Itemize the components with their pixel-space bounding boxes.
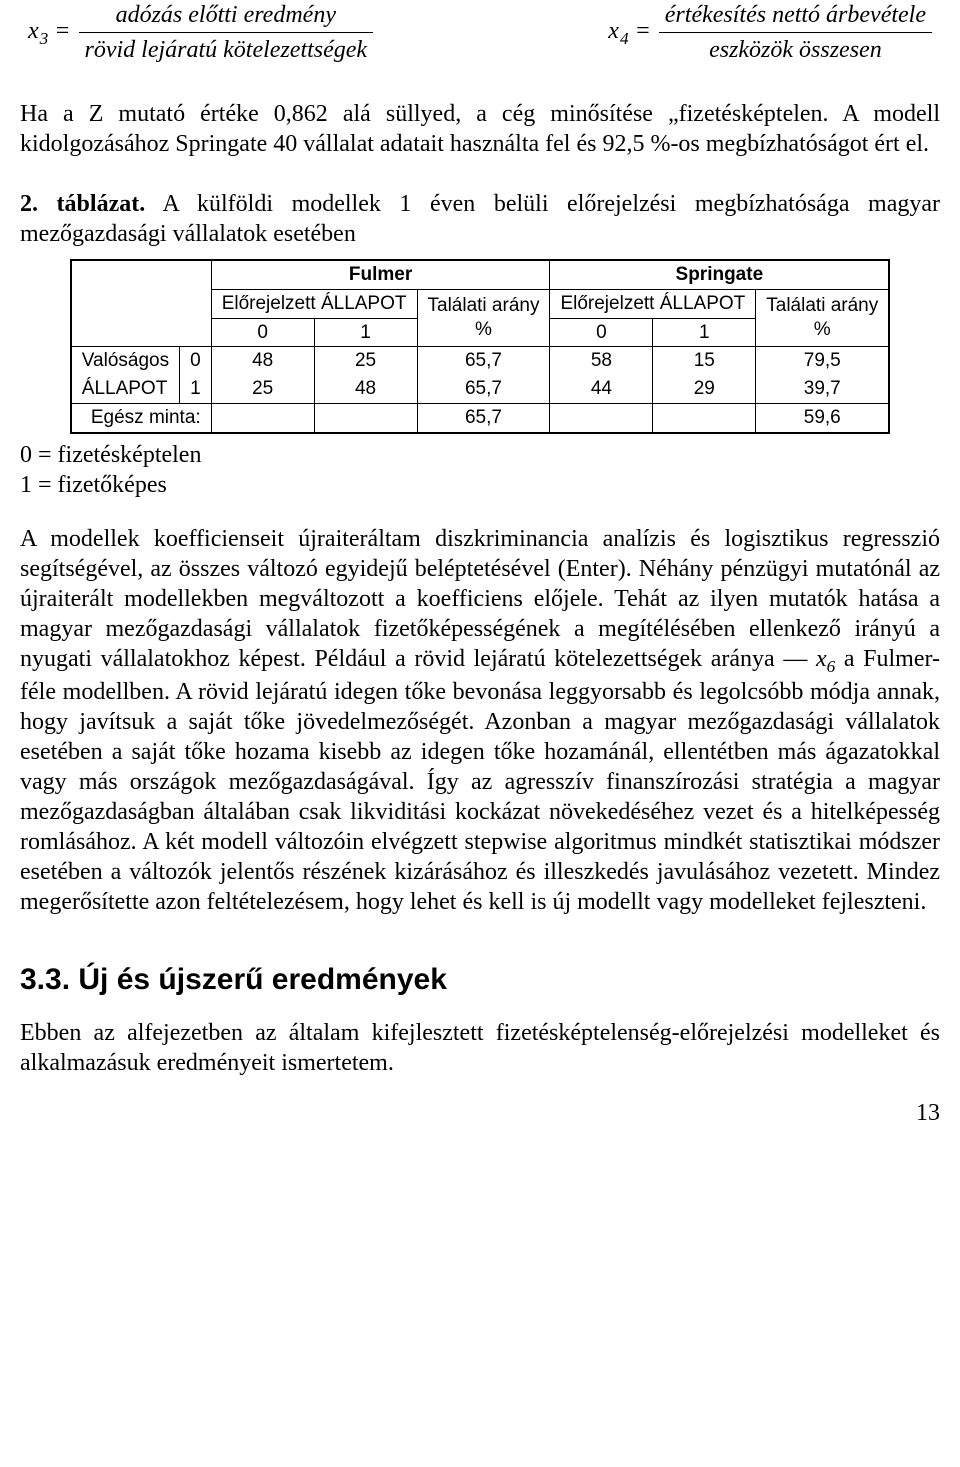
cell-blank [550,403,653,432]
formula-x3-denominator: rövid lejáratú kötelezettségek [79,33,374,65]
header-fulmer: Fulmer [211,260,550,289]
cell: 25 [211,375,314,403]
formula-row: x3 = adózás előtti eredmény rövid lejára… [20,0,940,65]
header-hit-a-pct: % [475,319,492,340]
formula-x3-sub: 3 [40,29,49,48]
section-heading-3-3: 3.3. Új és újszerű eredmények [20,961,940,999]
page-number: 13 [20,1098,940,1128]
formula-x4: x4 = értékesítés nettó árbevétele eszköz… [608,0,932,65]
cell: 15 [653,347,756,375]
body-post: a Fulmer-féle modellben. A rövid lejárat… [20,646,940,915]
rowlabel-1: 1 [180,375,212,403]
formula-x4-sub: 4 [620,29,629,48]
header-blank [71,318,180,347]
header-hit-b-label: Találati arány [766,295,878,316]
rowhead-state: ÁLLAPOT [71,375,180,403]
table-header-row-2: Előrejelzett ÁLLAPOT Találati arány % El… [71,289,889,318]
formula-x4-denominator: eszközök összesen [659,33,932,65]
formula-x3: x3 = adózás előtti eredmény rövid lejára… [28,0,373,65]
table-row: Valóságos 0 48 25 65,7 58 15 79,5 [71,347,889,375]
table-total-row: Egész minta: 65,7 59,6 [71,403,889,432]
cell: 39,7 [756,375,889,403]
cell: 48 [211,347,314,375]
header-blank [71,289,180,318]
table-caption-lead: 2. táblázat. [20,191,145,217]
formula-x4-var: x [608,18,619,44]
table-legend: 0 = fizetésképtelen 1 = fizetőképes [20,440,940,500]
cell: 79,5 [756,347,889,375]
header-hit-b: Találati arány % [756,289,889,347]
header-col-0b: 0 [550,318,653,347]
formula-x3-numerator: adózás előtti eredmény [79,0,374,33]
header-col-1a: 1 [314,318,417,347]
total-springate: 59,6 [756,403,889,432]
paragraph-z-threshold: Ha a Z mutató értéke 0,862 alá süllyed, … [20,99,940,159]
paragraph-section-intro: Ebben az alfejezetben az általam kifejle… [20,1018,940,1078]
cell-blank [211,403,314,432]
formula-x4-numerator: értékesítés nettó árbevétele [659,0,932,33]
header-blank [71,260,180,289]
header-hit-a-label: Találati arány [428,295,540,316]
table-header-row-1: Fulmer Springate [71,260,889,289]
total-fulmer: 65,7 [417,403,550,432]
header-hit-a: Találati arány % [417,289,550,347]
rowhead-real: Valóságos [71,347,180,375]
formula-x3-eq: = [54,18,70,44]
cell: 25 [314,347,417,375]
paragraph-reiterate: A modellek koefficienseit újraiteráltam … [20,524,940,917]
table-caption: 2. táblázat. A külföldi modellek 1 éven … [20,189,940,249]
x6-var: x [816,646,827,672]
formula-x3-var: x [28,18,39,44]
rowlabel-0: 0 [180,347,212,375]
cell: 48 [314,375,417,403]
header-blank [180,289,212,318]
cell: 44 [550,375,653,403]
header-predicted-a: Előrejelzett ÁLLAPOT [211,289,417,318]
header-springate: Springate [550,260,889,289]
header-col-0a: 0 [211,318,314,347]
formula-x4-eq: = [635,18,651,44]
header-hit-b-pct: % [814,319,831,340]
cell-blank [653,403,756,432]
cell: 58 [550,347,653,375]
cell: 29 [653,375,756,403]
header-blank [180,260,212,289]
cell-blank [314,403,417,432]
body-pre: A modellek koefficienseit újraiteráltam … [20,526,940,672]
cell: 65,7 [417,375,550,403]
cell: 65,7 [417,347,550,375]
table-caption-rest: A külföldi modellek 1 éven belüli előrej… [20,191,940,247]
total-label: Egész minta: [71,403,211,432]
x6-sub: 6 [827,656,836,675]
header-blank [180,318,212,347]
legend-0: 0 = fizetésképtelen [20,440,940,470]
header-col-1b: 1 [653,318,756,347]
legend-1: 1 = fizetőképes [20,470,940,500]
table-row: ÁLLAPOT 1 25 48 65,7 44 29 39,7 [71,375,889,403]
reliability-table: Fulmer Springate Előrejelzett ÁLLAPOT Ta… [70,259,890,434]
header-predicted-b: Előrejelzett ÁLLAPOT [550,289,756,318]
